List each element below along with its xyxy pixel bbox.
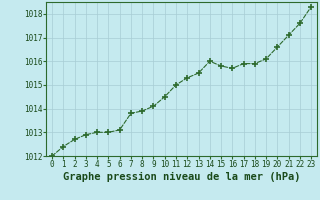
X-axis label: Graphe pression niveau de la mer (hPa): Graphe pression niveau de la mer (hPa) — [63, 172, 300, 182]
